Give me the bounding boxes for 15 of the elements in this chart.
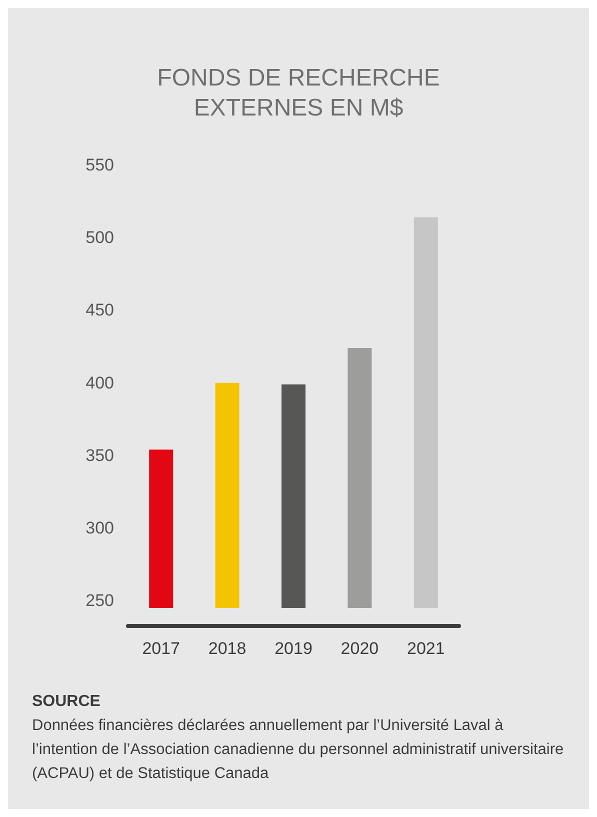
x-tick-label: 2020 (340, 639, 379, 658)
chart-title: FONDS DE RECHERCHE EXTERNES EN M$ (157, 64, 440, 122)
x-tick-label: 2018 (208, 639, 246, 658)
x-tick-label: 2017 (142, 639, 180, 658)
text: SOURCE (32, 692, 102, 712)
y-tick-label: 500 (86, 228, 114, 248)
y-tick-label: 350 (86, 446, 114, 465)
y-tick-label: 550 (86, 156, 114, 174)
y-tick-label: 450 (86, 300, 114, 320)
text: Données financières déclarées annuellement par l’Université Laval à l’intention de l’Association canadienne du personnel administratif universitaire (ACPAU) et de Statistique Canada (32, 716, 565, 784)
x-tick-label: 2021 (406, 639, 445, 658)
y-tick-label: 250 (86, 591, 114, 610)
x-tick-label: 2019 (274, 639, 312, 658)
y-tick-label: 300 (86, 518, 114, 538)
y-tick-label: 400 (86, 373, 114, 392)
